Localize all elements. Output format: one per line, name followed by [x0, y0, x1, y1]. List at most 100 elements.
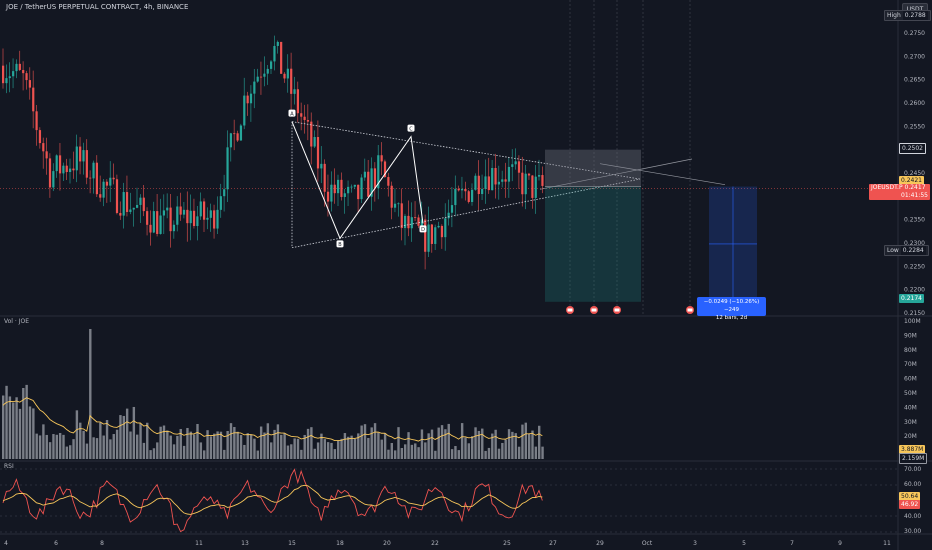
candle-body [347, 186, 350, 194]
event-icon [567, 308, 573, 312]
candle-body [527, 173, 531, 176]
volume-bar [517, 446, 521, 459]
volume-bar [437, 427, 440, 459]
volume-bar [62, 434, 65, 459]
candle-body [437, 225, 440, 228]
candle-body [531, 175, 534, 198]
volume-bar [89, 329, 92, 459]
time-tick-label: Oct [642, 540, 653, 547]
volume-bar [69, 445, 72, 459]
volume-bar [477, 430, 481, 459]
candle-body [507, 166, 511, 182]
price-tick-label: 0.2450 [904, 170, 925, 177]
candle-body [142, 197, 145, 212]
candle-body [12, 71, 15, 77]
time-tick-label: 7 [790, 540, 794, 547]
candle-body [340, 179, 343, 197]
candle-body [129, 209, 132, 212]
candle-body [172, 224, 176, 232]
candle-body [186, 209, 189, 224]
volume-ma-line [2, 397, 543, 442]
candle-body [538, 175, 541, 177]
candle-body [206, 217, 209, 220]
time-tick-label: 29 [596, 540, 604, 547]
volume-bar [357, 433, 360, 459]
volume-bar [410, 444, 414, 459]
candle-body [511, 164, 514, 167]
volume-bar [233, 427, 236, 459]
volume-bar [454, 446, 457, 459]
candle-body [266, 68, 269, 74]
candle-body [229, 133, 232, 148]
volume-bar [266, 423, 270, 459]
volume-bar [246, 433, 249, 459]
candle-body [286, 68, 289, 79]
pattern-label: A [290, 111, 294, 117]
volume-bar [383, 433, 387, 459]
candle-body [236, 133, 239, 141]
volume-bar [72, 439, 75, 459]
trend-extension [539, 158, 693, 190]
rsi-tick-label: 30.00 [904, 528, 921, 535]
candle-body [273, 45, 276, 62]
volume-bar [32, 408, 35, 459]
volume-bar [467, 443, 471, 459]
candle-body [296, 89, 299, 114]
price-tag: 0.2421 [899, 176, 924, 185]
volume-bar [380, 439, 383, 459]
candle-body [377, 155, 380, 189]
symbol-title[interactable]: JOE / TetherUS PERPETUAL CONTRACT, 4h, B… [6, 3, 189, 11]
volume-bar [149, 450, 152, 459]
candle-body [42, 143, 45, 152]
position-risk-zone [545, 149, 641, 187]
candle-body [52, 171, 55, 188]
volume-pane-label: Vol · JOE [4, 318, 29, 325]
volume-bar [82, 430, 85, 459]
volume-bar [414, 443, 417, 459]
candle-body [360, 177, 363, 200]
trend-extension [599, 163, 726, 186]
volume-bar [524, 422, 527, 459]
rsi-ma-tag: 50.64 [899, 492, 921, 501]
candle-body [259, 76, 263, 78]
target-tag: 0.2174 [899, 294, 924, 303]
candle-body [501, 179, 504, 182]
volume-bar [226, 431, 229, 459]
volume-bar [316, 442, 320, 459]
candle-body [320, 163, 323, 169]
volume-bar [507, 429, 511, 459]
volume-bar [55, 434, 58, 459]
rsi-tag: 46.92 [899, 500, 921, 509]
volume-bar [424, 442, 427, 459]
volume-bar [417, 447, 420, 459]
volume-bar [12, 402, 15, 459]
volume-bar [283, 433, 286, 459]
volume-bar [474, 427, 477, 459]
level-tag: 0.2502 [899, 143, 926, 154]
candle-body [293, 89, 296, 94]
candle-body [430, 224, 433, 244]
time-tick-label: 8 [100, 540, 104, 547]
candle-body [300, 113, 303, 117]
volume-bar [531, 430, 534, 459]
volume-bar [280, 434, 283, 459]
rsi-ma-line [2, 484, 543, 515]
candle-body [484, 176, 487, 189]
volume-bar [286, 445, 290, 459]
volume-bar [296, 438, 300, 459]
candle-body [256, 76, 259, 82]
high-tag: High 0.2788 [884, 10, 931, 21]
candle-body [323, 163, 326, 192]
pattern-label: C [409, 126, 413, 132]
volume-bar [521, 424, 524, 459]
measure-box[interactable]: −0.0249 (−10.26%) −249 12 bars, 2d [697, 297, 766, 321]
candle-body [306, 120, 310, 122]
volume-bar [256, 450, 259, 459]
candle-body [105, 181, 109, 186]
candle-body [427, 224, 430, 252]
volume-bar [48, 442, 52, 459]
candle-body [5, 78, 8, 84]
candle-body [233, 133, 236, 135]
candle-body [373, 168, 377, 189]
